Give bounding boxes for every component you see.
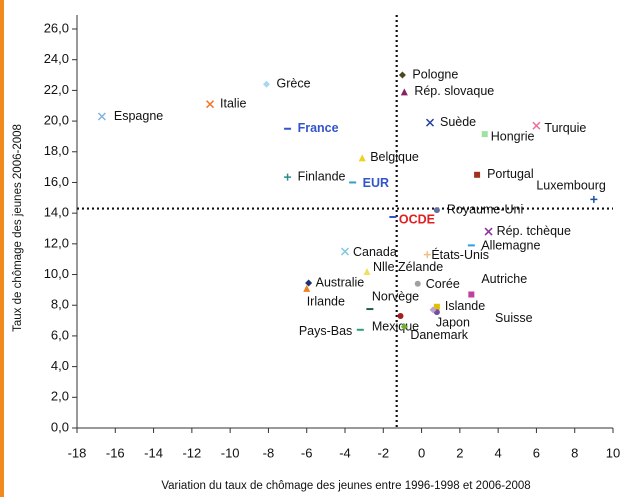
x-axis-title: Variation du taux de chômage des jeunes … [161, 480, 530, 492]
x-tick-label: -18 [68, 445, 87, 460]
x-tick-label: 0 [418, 445, 425, 460]
point-label: Royaume-Uni [447, 202, 523, 216]
y-tick-label: 16,0 [44, 174, 69, 189]
point [363, 267, 371, 275]
x-tick-label: -4 [339, 445, 351, 460]
point [433, 303, 440, 310]
point [303, 284, 311, 292]
x-tick-label: -8 [263, 445, 275, 460]
point [429, 306, 437, 314]
x-tick-label: 8 [571, 445, 578, 460]
point [414, 280, 421, 287]
point-label: OCDE [399, 212, 435, 226]
x-tick-label: -16 [106, 445, 125, 460]
point-label: Australie [316, 275, 365, 289]
point-label: Belgique [370, 150, 419, 164]
point [206, 100, 215, 109]
y-tick-label: 20,0 [44, 113, 69, 128]
x-tick-label: -12 [182, 445, 201, 460]
point [532, 121, 541, 130]
point [468, 291, 475, 298]
point-label: Grèce [277, 77, 311, 91]
x-tick-label: 4 [495, 445, 502, 460]
point [398, 71, 406, 79]
point-label: Suisse [495, 311, 533, 325]
point-label: Corée [426, 277, 460, 291]
point [474, 171, 481, 178]
point-label: Rép. slovaque [414, 84, 494, 98]
y-tick-label: 8,0 [51, 297, 69, 312]
x-tick-label: -6 [301, 445, 313, 460]
point [433, 207, 440, 214]
point-label: Norvège [372, 289, 419, 303]
point-label: Nlle Zélande [373, 260, 443, 274]
point-label: Irlande [307, 295, 345, 309]
y-tick-label: 6,0 [51, 327, 69, 342]
point [484, 227, 493, 236]
point-label: Luxembourg [536, 179, 606, 193]
point [340, 247, 350, 256]
point-label: France [298, 121, 339, 135]
point-label: Allemagne [481, 239, 540, 253]
point [97, 112, 106, 121]
point [481, 131, 488, 138]
point-label: Japon [436, 315, 470, 329]
point-label: Espagne [114, 109, 163, 123]
point [425, 118, 435, 127]
x-tick-label: 2 [456, 445, 463, 460]
y-tick-label: 22,0 [44, 82, 69, 97]
point-label: Canada [353, 245, 397, 259]
point-label: Autriche [481, 272, 527, 286]
point-label: Mexique [372, 319, 419, 333]
point-label: Pays-Bas [299, 324, 353, 338]
point [397, 312, 404, 319]
point-label: Finlande [298, 169, 346, 183]
point [590, 195, 598, 203]
y-tick-label: 24,0 [44, 51, 69, 66]
point-label: Pologne [412, 67, 458, 81]
y-axis-title: Taux de chômage des jeunes 2006-2008 [12, 124, 24, 332]
point-label: Islande [445, 299, 485, 313]
point-label: EUR [363, 176, 389, 190]
y-tick-label: 26,0 [44, 20, 69, 35]
x-tick-label: -10 [221, 445, 240, 460]
point-label: Italie [220, 96, 246, 110]
point [263, 80, 271, 88]
x-tick-label: -2 [378, 445, 390, 460]
point-label: Suède [440, 115, 476, 129]
point [305, 279, 313, 287]
point-label: Hongrie [491, 129, 535, 143]
point [423, 251, 431, 259]
point-label: Danemark [410, 328, 468, 342]
point-label: Rép. tchèque [497, 224, 571, 238]
y-tick-label: 12,0 [44, 235, 69, 250]
y-tick-label: 2,0 [51, 389, 69, 404]
point-label: États-Unis [431, 247, 489, 262]
point [358, 154, 366, 162]
y-tick-label: 14,0 [44, 205, 69, 220]
point-label: Portugal [487, 167, 534, 181]
point-label: Turquie [544, 121, 586, 135]
y-tick-label: 4,0 [51, 358, 69, 373]
point [400, 88, 408, 96]
x-tick-label: 6 [533, 445, 540, 460]
left-stripe [0, 0, 4, 497]
x-tick-label: -14 [144, 445, 163, 460]
x-tick-label: 10 [606, 445, 620, 460]
point [400, 323, 408, 331]
point [284, 173, 292, 181]
y-tick-label: 10,0 [44, 266, 69, 281]
y-tick-label: 18,0 [44, 143, 69, 158]
y-tick-label: 0,0 [51, 419, 69, 434]
